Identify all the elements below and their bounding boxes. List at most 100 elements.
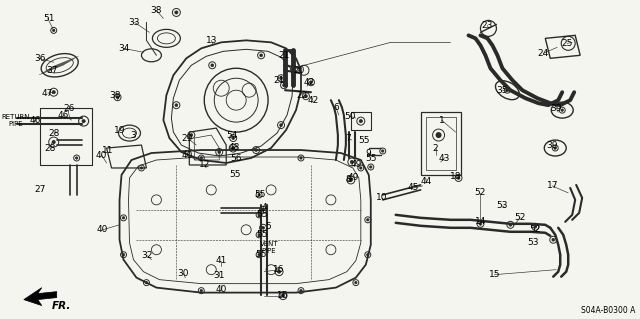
- Text: RETURN
PIPE: RETURN PIPE: [1, 114, 30, 127]
- Circle shape: [355, 281, 357, 284]
- Text: 18: 18: [450, 173, 461, 182]
- Text: 8: 8: [345, 175, 351, 184]
- Circle shape: [140, 167, 143, 169]
- Circle shape: [175, 104, 178, 107]
- Text: 56: 56: [230, 153, 242, 162]
- Text: 29: 29: [182, 134, 193, 143]
- Circle shape: [211, 64, 214, 67]
- Circle shape: [506, 89, 509, 92]
- Text: 23: 23: [482, 21, 493, 30]
- Text: 12: 12: [198, 160, 210, 169]
- Circle shape: [52, 91, 55, 94]
- Polygon shape: [24, 288, 57, 306]
- Text: 40: 40: [216, 285, 227, 294]
- Text: 50: 50: [344, 112, 356, 121]
- Circle shape: [262, 208, 264, 211]
- Circle shape: [561, 109, 563, 111]
- Text: 19: 19: [114, 126, 125, 135]
- Text: 28: 28: [48, 129, 60, 137]
- Circle shape: [305, 95, 307, 98]
- Circle shape: [310, 81, 312, 84]
- Text: 3: 3: [131, 130, 136, 140]
- Circle shape: [367, 254, 369, 256]
- Circle shape: [200, 157, 202, 159]
- Circle shape: [258, 254, 260, 256]
- Text: 28: 28: [44, 144, 56, 152]
- Circle shape: [350, 160, 353, 164]
- Text: 26: 26: [63, 104, 74, 113]
- Text: 6: 6: [333, 103, 339, 112]
- Circle shape: [436, 132, 442, 138]
- Text: 42: 42: [307, 96, 319, 105]
- Text: 40: 40: [97, 225, 108, 234]
- Circle shape: [122, 254, 125, 256]
- Text: 27: 27: [34, 185, 45, 194]
- Text: 52: 52: [515, 213, 526, 222]
- Circle shape: [283, 84, 285, 87]
- Text: 5: 5: [265, 222, 271, 231]
- Circle shape: [122, 217, 125, 219]
- Circle shape: [349, 178, 353, 182]
- Text: S04A-B0300 A: S04A-B0300 A: [580, 306, 635, 315]
- Circle shape: [300, 289, 302, 292]
- Text: 38: 38: [150, 6, 162, 15]
- Circle shape: [76, 157, 78, 159]
- Circle shape: [145, 281, 148, 284]
- Circle shape: [52, 140, 56, 144]
- Text: 38: 38: [109, 91, 120, 100]
- Circle shape: [116, 96, 119, 99]
- Text: 2: 2: [433, 144, 438, 152]
- Text: 55: 55: [229, 170, 241, 180]
- Text: 34: 34: [118, 44, 129, 53]
- Circle shape: [232, 146, 235, 150]
- Text: 11: 11: [102, 145, 113, 154]
- Circle shape: [190, 134, 193, 137]
- Text: 43: 43: [439, 153, 451, 162]
- Circle shape: [554, 147, 556, 149]
- Circle shape: [262, 226, 264, 229]
- Text: 22: 22: [296, 91, 308, 100]
- Text: 54: 54: [227, 130, 238, 140]
- Text: 55: 55: [255, 250, 267, 259]
- Circle shape: [509, 223, 512, 226]
- Text: 20: 20: [293, 66, 305, 75]
- Text: 46: 46: [58, 111, 69, 120]
- Text: 31: 31: [214, 271, 225, 280]
- Text: 1: 1: [438, 115, 444, 125]
- Text: 48: 48: [228, 143, 240, 152]
- Text: 39: 39: [550, 104, 562, 113]
- Circle shape: [369, 166, 372, 168]
- Circle shape: [360, 167, 362, 169]
- Text: 44: 44: [421, 177, 432, 186]
- Text: 35: 35: [497, 86, 508, 95]
- Text: 40: 40: [182, 151, 193, 160]
- Circle shape: [280, 77, 282, 80]
- Circle shape: [258, 234, 260, 236]
- Circle shape: [82, 119, 86, 123]
- Text: 33: 33: [129, 18, 140, 27]
- Text: 55: 55: [257, 230, 268, 239]
- Circle shape: [255, 149, 257, 152]
- Text: VENT
PIPE: VENT PIPE: [260, 241, 278, 254]
- Circle shape: [260, 54, 262, 57]
- Circle shape: [457, 176, 460, 179]
- Text: 49: 49: [350, 160, 362, 169]
- Circle shape: [52, 29, 55, 32]
- Text: 55: 55: [254, 190, 266, 199]
- Circle shape: [359, 120, 362, 123]
- Text: 16: 16: [273, 265, 285, 274]
- Text: 52: 52: [530, 225, 541, 234]
- Text: 17: 17: [547, 182, 558, 190]
- Circle shape: [534, 226, 537, 228]
- Text: 32: 32: [141, 251, 153, 260]
- Text: 53: 53: [497, 201, 508, 210]
- Text: 16: 16: [277, 291, 289, 300]
- Text: 51: 51: [43, 14, 54, 23]
- Text: 24: 24: [538, 49, 549, 58]
- Text: 4: 4: [261, 203, 267, 212]
- Text: 37: 37: [46, 66, 58, 75]
- Circle shape: [479, 222, 482, 225]
- Circle shape: [300, 157, 302, 159]
- Text: 55: 55: [358, 136, 369, 145]
- Text: 25: 25: [561, 39, 573, 48]
